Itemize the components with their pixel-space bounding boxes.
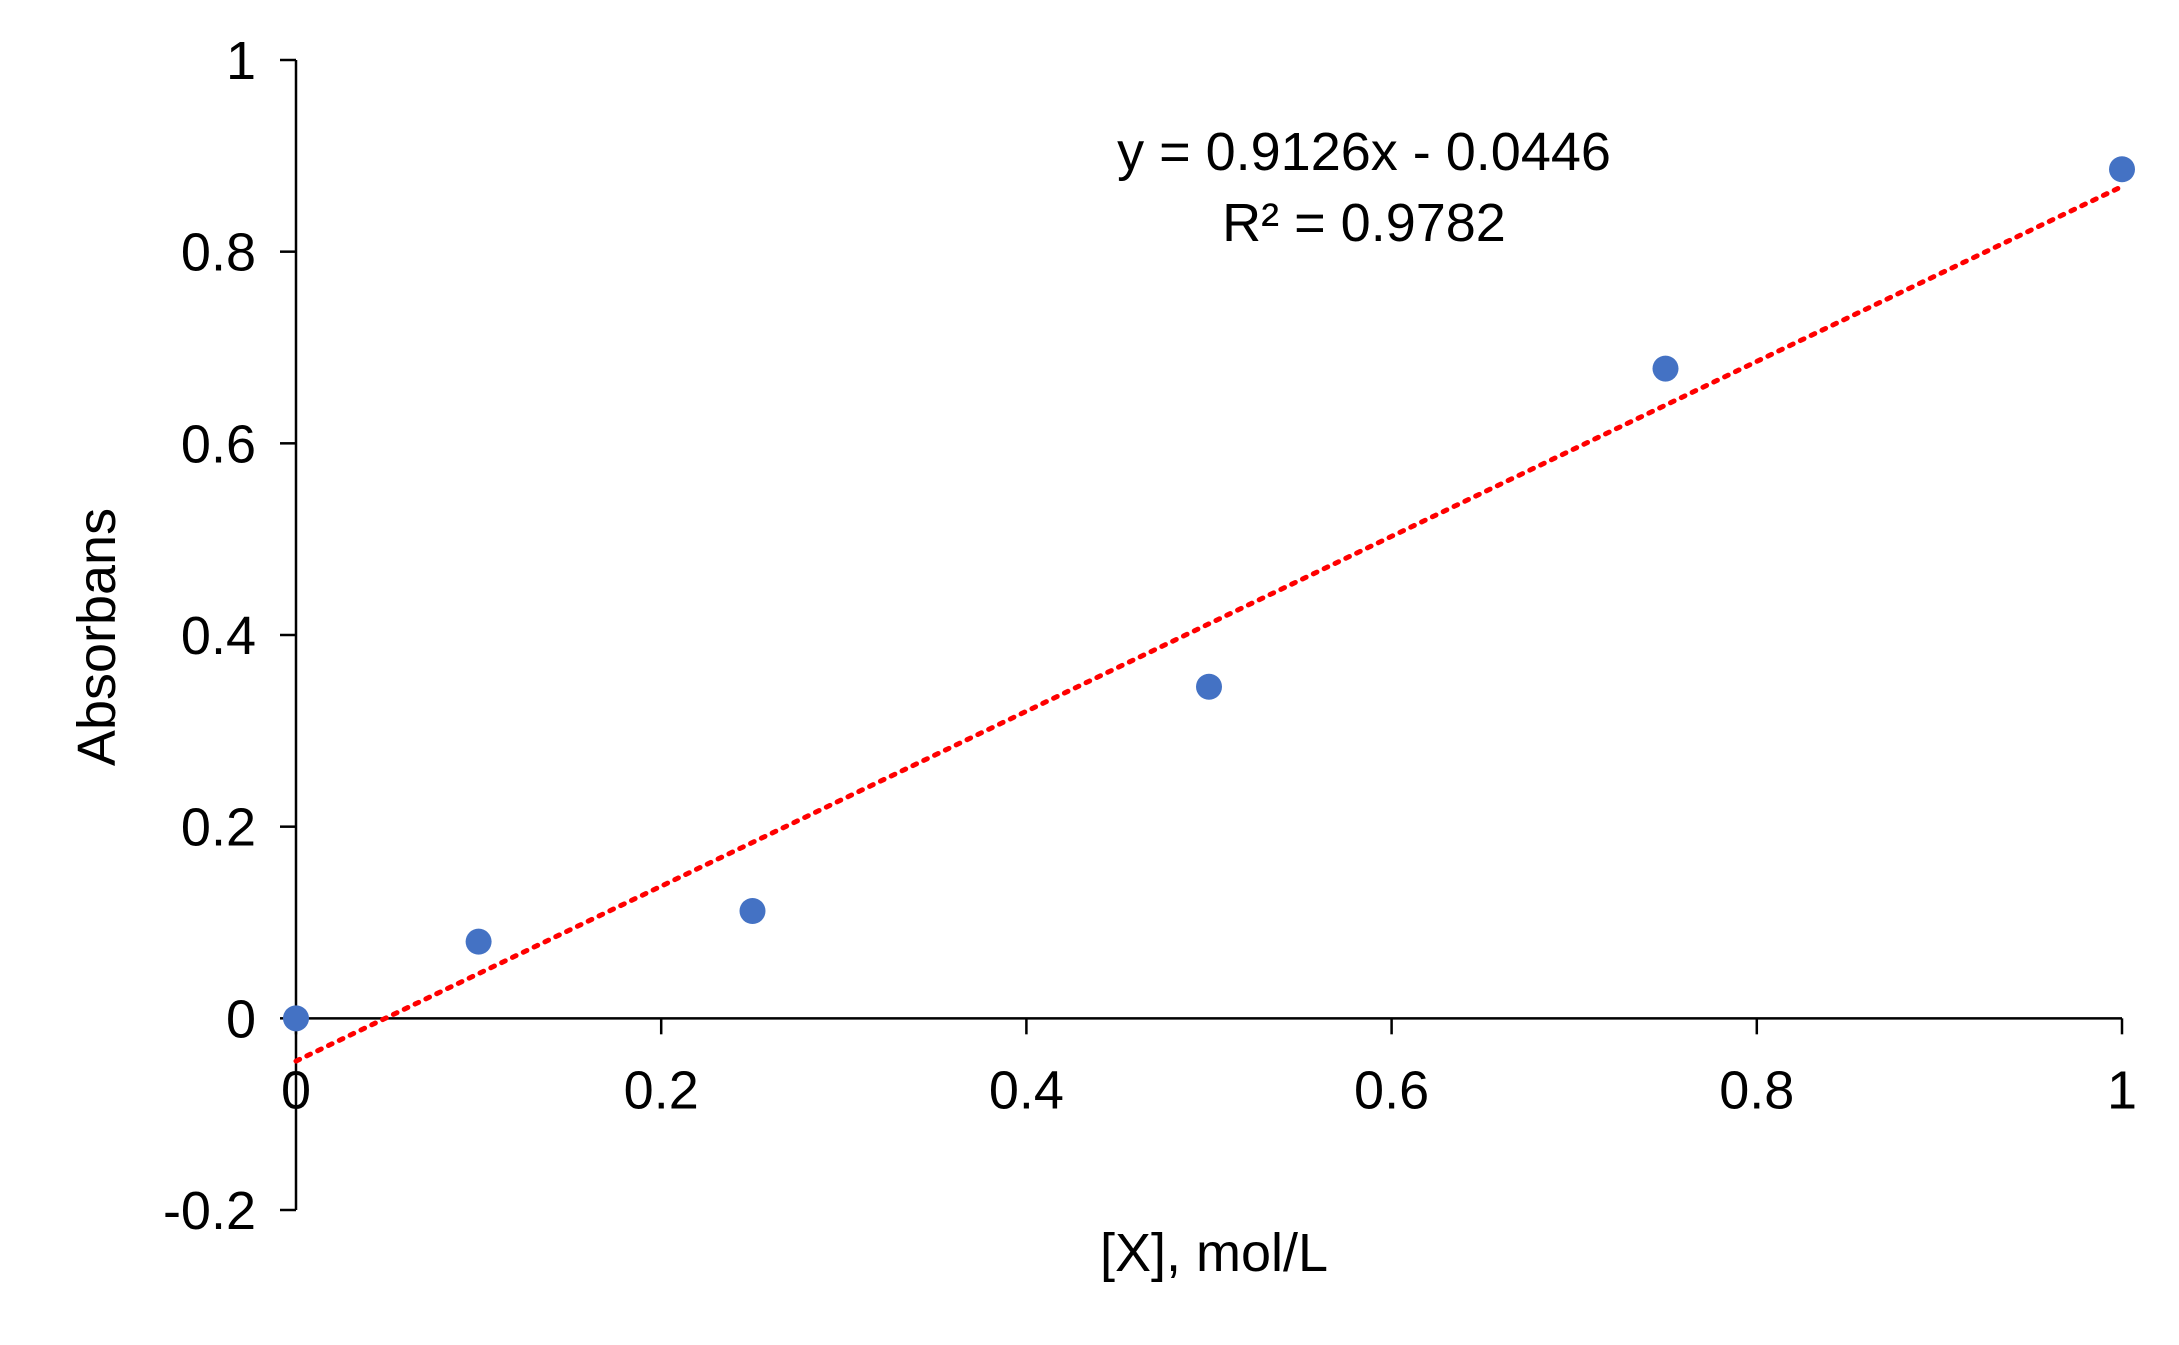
data-point: [283, 1005, 309, 1032]
y-tick-label: 1: [226, 31, 256, 91]
data-points: [283, 156, 2135, 1032]
labels: y = 0.9126x - 0.0446 R² = 0.9782 [X], mo…: [67, 122, 1611, 1283]
trendline: [293, 184, 2125, 1064]
y-tick-label: -0.2: [163, 1181, 256, 1241]
x-tick-label: 0.2: [624, 1060, 699, 1120]
trendline-equation: y = 0.9126x - 0.0446: [1117, 122, 1611, 182]
trendline-r-squared: R² = 0.9782: [1222, 193, 1506, 253]
data-point: [739, 898, 766, 924]
y-axis-title: Absorbans: [67, 508, 127, 766]
y-tick-label: 0: [226, 989, 256, 1049]
y-tick-label: 0.2: [181, 798, 256, 858]
x-tick-label: 0.4: [989, 1060, 1064, 1120]
data-point: [465, 928, 492, 955]
data-point: [1196, 673, 1222, 700]
x-tick-label: 0.8: [1719, 1060, 1794, 1120]
x-tick-label: 0.6: [1354, 1060, 1429, 1120]
data-point: [2109, 156, 2135, 183]
y-tick-label: 0.8: [181, 223, 256, 283]
axes: -0.2 0 0.2 0.4 0.6 0.8 1 0 0.2 0.4 0.6 0.8 1: [163, 31, 2137, 1241]
x-tick-label: 1: [2107, 1060, 2137, 1120]
trendline-group: [293, 184, 2125, 1064]
x-axis-title: [X], mol/L: [1100, 1223, 1328, 1283]
data-point: [1652, 355, 1679, 382]
y-tick-label: 0.6: [181, 414, 256, 474]
y-tick-label: 0.4: [181, 606, 256, 666]
x-tick-label: 0: [281, 1060, 311, 1120]
